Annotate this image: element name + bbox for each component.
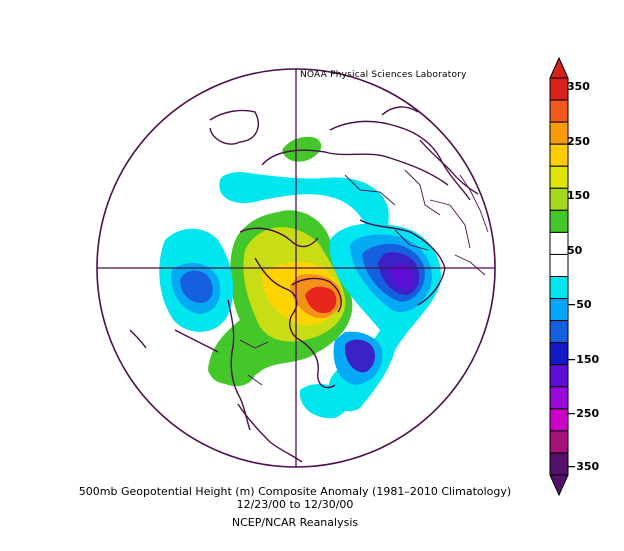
colorbar-box (549, 408, 569, 432)
colorbar-box (549, 253, 569, 278)
caption-source: NCEP/NCAR Reanalysis (231, 516, 359, 529)
colorbar-box (549, 231, 569, 255)
anomaly-positive-west (211, 350, 256, 387)
credit-text: NOAA Physical Sciences Laboratory (300, 70, 467, 80)
colorbar-box (549, 342, 569, 366)
colorbar-box (549, 187, 569, 211)
colorbar-bottom-arrow (549, 474, 569, 497)
colorbar-box (549, 209, 569, 233)
anomaly-negative-south-cyan (299, 384, 349, 419)
colorbar-box (549, 364, 569, 388)
colorbar-label-neg250: −250 (567, 407, 600, 420)
colorbar-box (549, 143, 569, 167)
colorbar-label-350: 350 (567, 80, 590, 93)
anomaly-positive-siberia (282, 136, 322, 162)
colorbar-boxes (549, 77, 569, 476)
colorbar-box (549, 430, 569, 454)
colorbar-box (549, 77, 569, 101)
anomaly-fill (129, 106, 489, 463)
colorbar-top-arrow (549, 56, 569, 79)
colorbar-box (549, 165, 569, 189)
colorbar-label-neg350: −350 (567, 460, 600, 473)
colorbar-label-neg150: −150 (567, 353, 600, 366)
colorbar-label-neg50: −50 (567, 298, 592, 311)
colorbar-box (549, 121, 569, 145)
anomaly-negative-east-purple (390, 264, 415, 290)
colorbar-box (549, 452, 569, 476)
colorbar-box (549, 298, 569, 322)
colorbar-label-250: 250 (567, 135, 590, 148)
colorbar-box (549, 386, 569, 410)
colorbar-box (549, 320, 569, 344)
colorbar (549, 56, 569, 497)
anomaly-negative-atlantic-core (344, 339, 375, 373)
colorbar-box (549, 276, 569, 300)
caption-dates: 12/23/00 to 12/30/00 (236, 498, 354, 511)
anomaly-positive-core-red (305, 286, 337, 314)
anomaly-negative-north-cyan (219, 172, 389, 250)
borders (239, 169, 489, 386)
anomaly-negative-west-core (180, 270, 213, 303)
caption-title: 500mb Geopotential Height (m) Composite … (78, 485, 512, 498)
colorbar-box (549, 99, 569, 123)
colorbar-label-50: 50 (567, 244, 583, 257)
colorbar-label-150: 150 (567, 189, 590, 202)
